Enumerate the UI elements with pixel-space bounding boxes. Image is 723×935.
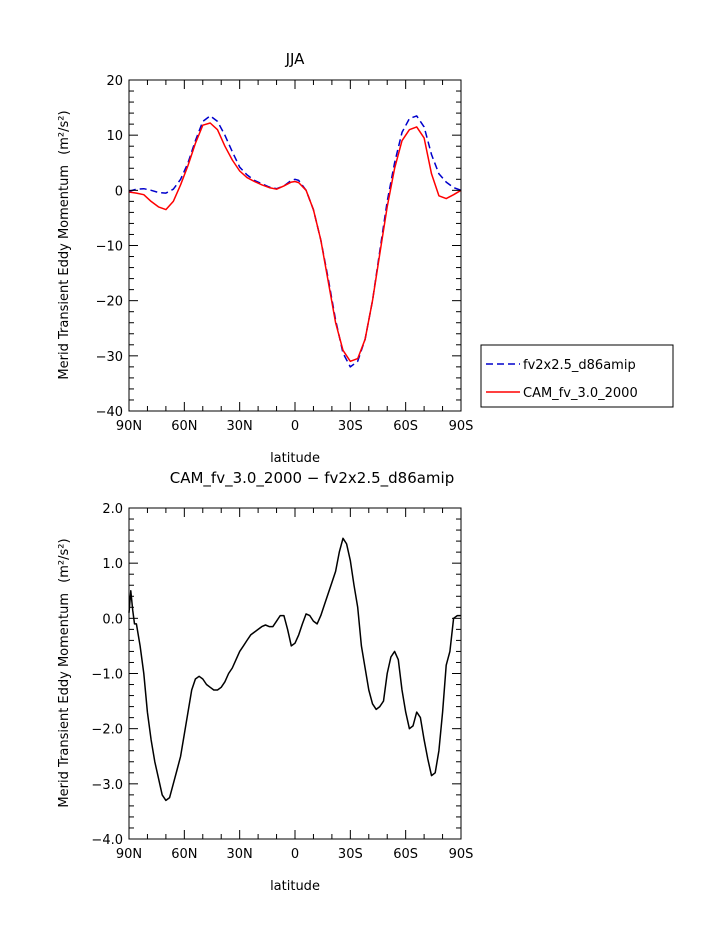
legend-label-cam-fv-3.0-2000: CAM_fv_3.0_2000: [523, 386, 638, 401]
top-chart-x-tick-label: 60N: [171, 419, 197, 434]
bottom-chart-y-tick-label: −1.0: [91, 668, 123, 683]
bottom-chart-x-axis-title: latitude: [270, 879, 320, 894]
bottom-chart-frame: [128, 507, 462, 840]
top-chart-x-axis-title: latitude: [270, 451, 320, 466]
top-chart-title: JJA: [285, 50, 306, 68]
bottom-chart-x-tick-label: 0: [291, 847, 299, 862]
top-chart-y-axis-title: Merid Transient Eddy Momentum (m²/s²): [57, 110, 72, 379]
top-chart-y-tick-label: −20: [96, 295, 123, 310]
legend-box: [480, 344, 674, 408]
bottom-chart: CAM_fv_3.0_2000 − fv2x2.5_d86amip 90N 60N…: [57, 469, 473, 894]
bottom-chart-y-tick-label: −3.0: [91, 778, 123, 793]
top-chart: JJA 90N 60N 30N 0 30S 60S 90S −40 −30 −20 −10 0 10 20…: [57, 50, 674, 466]
bottom-chart-y-tick-label: 1.0: [102, 557, 123, 572]
top-chart-y-tick-label: 20: [106, 74, 123, 89]
top-chart-x-tick-label: 60S: [393, 419, 418, 434]
top-chart-y-tick-label: 0: [115, 184, 123, 199]
top-chart-y-axis-label: Merid Transient Eddy Momentum: [57, 165, 72, 380]
bottom-chart-series-line-1: [128, 537, 461, 802]
bottom-chart-y-axis-title: Merid Transient Eddy Momentum (m²/s²): [57, 538, 72, 807]
bottom-chart-y-tick-label: 0.0: [102, 612, 123, 627]
top-chart-y-axis-units: (m²/s²): [57, 110, 72, 154]
bottom-chart-title: CAM_fv_3.0_2000 − fv2x2.5_d86amip: [170, 469, 455, 488]
top-chart-series-line-1: [128, 115, 462, 368]
top-chart-x-tick-label: 30S: [338, 419, 363, 434]
top-chart-y-tick-label: −10: [96, 240, 123, 255]
top-chart-y-tick-label: 10: [106, 129, 123, 144]
top-chart-x-tick-label: 0: [291, 419, 299, 434]
top-chart-series-line-2: [128, 122, 462, 363]
bottom-chart-y-tick-label: −2.0: [91, 723, 123, 738]
top-chart-x-tick-label: 30N: [227, 419, 253, 434]
bottom-chart-y-axis-label: Merid Transient Eddy Momentum: [57, 593, 72, 808]
bottom-chart-x-tick-label: 30S: [338, 847, 363, 862]
bottom-chart-x-tick-label: 90S: [449, 847, 474, 862]
top-chart-y-tick-label: −30: [96, 350, 123, 365]
bottom-chart-x-tick-label: 60S: [393, 847, 418, 862]
top-chart-y-tick-label: −40: [96, 405, 123, 420]
bottom-chart-y-axis-units: (m²/s²): [57, 538, 72, 582]
legend: fv2x2.5_d86amip CAM_fv_3.0_2000: [480, 344, 674, 408]
bottom-chart-y-tick-label: −4.0: [91, 833, 123, 848]
bottom-chart-y-tick-label: 2.0: [102, 502, 123, 517]
legend-label-fv2x2.5-d86amip: fv2x2.5_d86amip: [523, 358, 636, 373]
bottom-chart-x-tick-label: 90N: [116, 847, 142, 862]
top-chart-x-tick-label: 90S: [449, 419, 474, 434]
bottom-chart-x-tick-label: 30N: [227, 847, 253, 862]
top-chart-x-tick-label: 90N: [116, 419, 142, 434]
bottom-chart-x-tick-label: 60N: [171, 847, 197, 862]
